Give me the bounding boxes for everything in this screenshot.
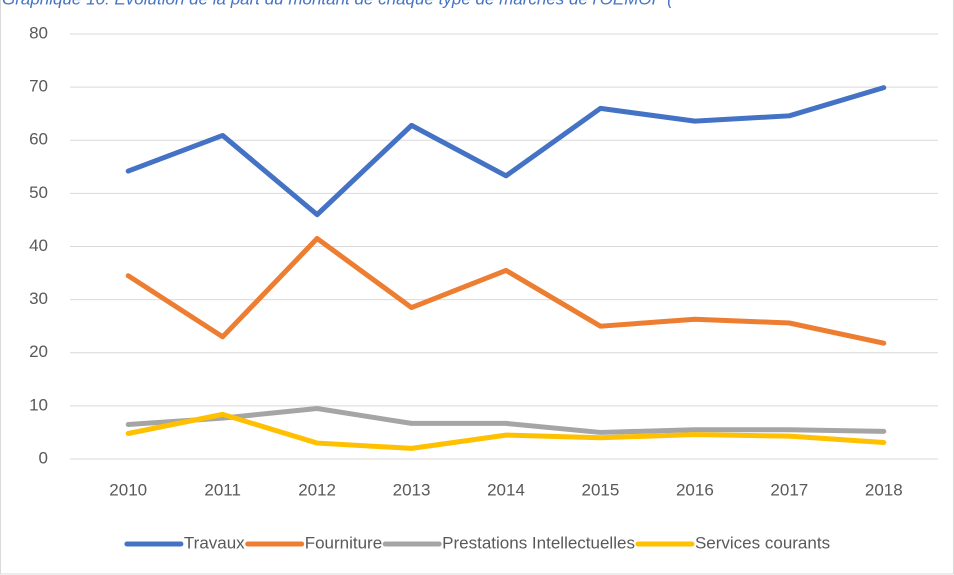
x-tick-label: 2018 <box>865 480 903 499</box>
x-tick-label: 2012 <box>298 480 336 499</box>
y-tick-label: 20 <box>29 342 48 361</box>
series-line <box>125 406 887 435</box>
legend-label: Travaux <box>184 533 245 552</box>
y-tick-label: 80 <box>29 23 48 42</box>
legend-label: Services courants <box>695 533 830 552</box>
series-line <box>125 236 887 346</box>
legend-label: Fourniture <box>305 533 382 552</box>
y-tick-label: 70 <box>29 77 48 96</box>
x-tick-label: 2013 <box>393 480 431 499</box>
x-tick-label: 2016 <box>676 480 714 499</box>
x-tick-label: 2015 <box>582 480 620 499</box>
legend-label: Prestations Intellectuelles <box>442 533 635 552</box>
y-tick-label: 40 <box>29 236 48 255</box>
chart-title: Graphique 10: Evolution de la part du mo… <box>2 0 675 8</box>
y-tick-label: 0 <box>39 448 48 467</box>
y-tick-label: 50 <box>29 183 48 202</box>
y-tick-label: 10 <box>29 395 48 414</box>
series-line <box>125 411 887 451</box>
x-tick-label: 2011 <box>204 480 241 499</box>
y-tick-label: 30 <box>29 289 48 308</box>
x-tick-label: 2017 <box>770 480 808 499</box>
x-tick-label: 2014 <box>487 480 525 499</box>
series-line <box>125 85 887 218</box>
x-tick-label: 2010 <box>109 480 147 499</box>
y-tick-label: 60 <box>29 130 48 149</box>
